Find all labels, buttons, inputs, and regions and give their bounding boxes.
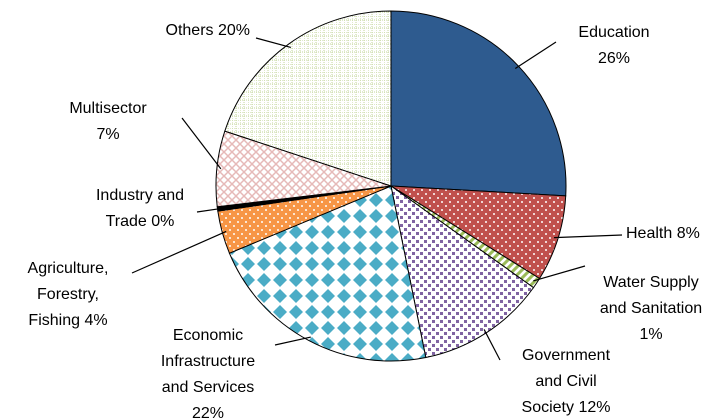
category-label: Health — [626, 225, 673, 242]
category-label: Education — [578, 24, 650, 41]
pie-slice — [390, 10, 567, 197]
value-label: 26% — [597, 50, 631, 67]
category-label: Multisector — [69, 100, 147, 117]
value-label: 0% — [151, 213, 175, 230]
data-label: Health 8% — [626, 221, 700, 247]
data-label: Government and Civil Society 12% — [516, 343, 616, 419]
category-label: Agriculture, Forestry, Fishing — [27, 260, 109, 329]
leader-line — [483, 329, 501, 361]
leader-line — [181, 117, 222, 170]
leader-line — [196, 207, 222, 213]
data-label: Education 26% — [569, 20, 659, 72]
data-label: Economic Infrastructure and Services 22% — [153, 323, 263, 419]
data-label: Others 20% — [166, 18, 251, 44]
category-label: Economic Infrastructure and Services — [160, 327, 256, 396]
category-label: Government and Civil Society — [521, 347, 611, 416]
value-label: 4% — [84, 312, 108, 329]
value-label: 22% — [191, 405, 225, 419]
leader-line — [131, 230, 227, 274]
value-label: 8% — [676, 225, 700, 242]
data-label: Industry and Trade 0% — [80, 183, 200, 235]
category-label: Industry and Trade — [95, 187, 185, 230]
leader-line — [514, 41, 557, 70]
value-label: 12% — [578, 399, 611, 416]
pie-slice — [224, 10, 392, 187]
category-label: Water Supply and Sanitation — [599, 274, 703, 317]
leader-line — [533, 265, 586, 282]
pie-slice — [228, 185, 427, 362]
leader-line — [274, 336, 311, 346]
value-label: 1% — [639, 326, 663, 343]
data-label: Agriculture, Forestry, Fishing 4% — [23, 256, 113, 334]
leader-line — [255, 37, 291, 48]
data-label: Multisector 7% — [58, 96, 158, 148]
category-label: Others — [165, 22, 214, 39]
data-label: Water Supply and Sanitation 1% — [592, 270, 710, 348]
leader-line — [553, 234, 623, 239]
value-label: 20% — [217, 22, 250, 39]
value-label: 7% — [96, 126, 120, 143]
